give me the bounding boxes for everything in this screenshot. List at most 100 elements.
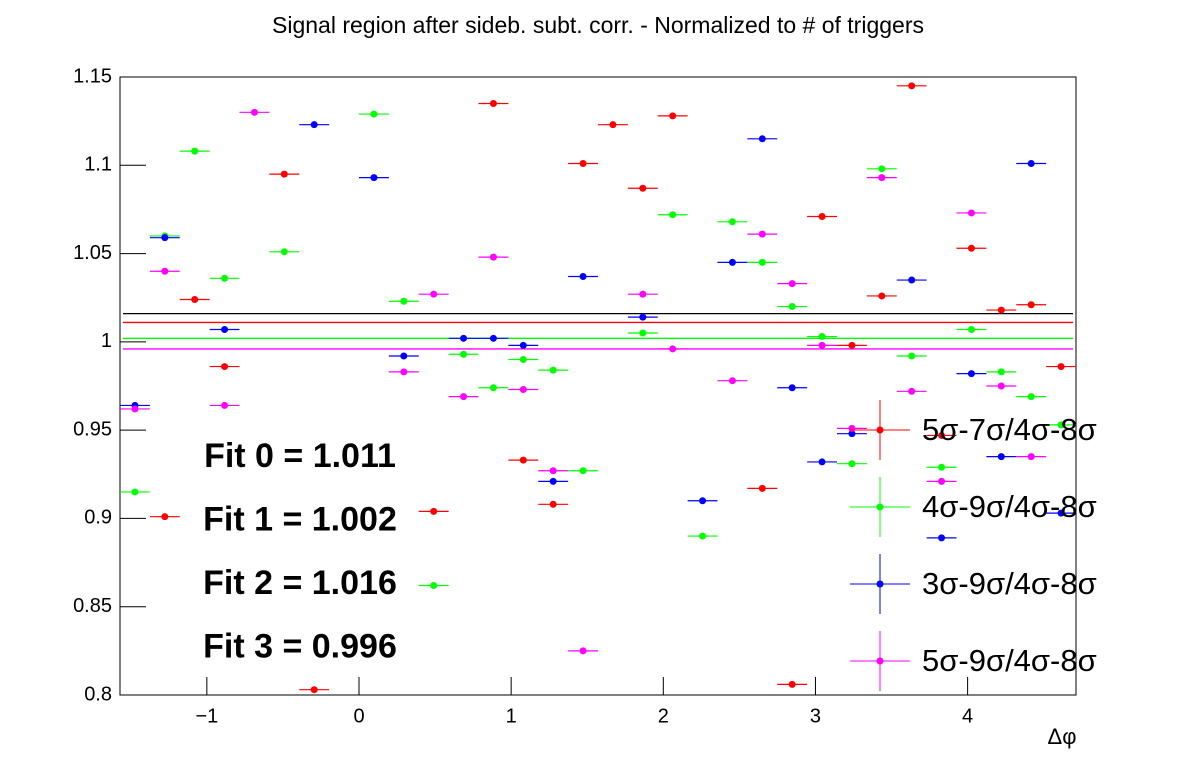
point	[967, 325, 975, 333]
point	[997, 306, 1005, 314]
legend-marker	[876, 580, 884, 588]
point	[818, 212, 826, 220]
point	[758, 135, 766, 143]
point	[1057, 421, 1065, 429]
point	[908, 276, 916, 284]
point	[639, 313, 647, 321]
point	[519, 356, 527, 364]
point	[400, 368, 408, 376]
point	[370, 174, 378, 182]
x-tick-label: −1	[195, 705, 218, 727]
point	[161, 513, 169, 521]
y-tick-label: 0.85	[73, 595, 112, 617]
point	[221, 363, 229, 371]
legend-marker	[876, 657, 884, 665]
point	[460, 393, 468, 401]
point	[1027, 160, 1035, 168]
point	[728, 258, 736, 266]
point	[549, 477, 557, 485]
x-tick-label: 2	[658, 705, 669, 727]
point	[250, 108, 258, 116]
point	[639, 290, 647, 298]
point	[489, 334, 497, 342]
point	[191, 147, 199, 155]
point	[938, 534, 946, 542]
point	[161, 234, 169, 242]
point	[878, 165, 886, 173]
point	[908, 352, 916, 360]
point	[460, 350, 468, 358]
point	[1057, 363, 1065, 371]
point	[131, 488, 139, 496]
point	[579, 647, 587, 655]
y-tick-label: 1.1	[84, 154, 112, 176]
point	[430, 582, 438, 590]
point	[758, 230, 766, 238]
point	[460, 334, 468, 342]
point	[908, 387, 916, 395]
point	[818, 341, 826, 349]
point	[699, 497, 707, 505]
point	[818, 458, 826, 466]
point	[788, 384, 796, 392]
point	[549, 366, 557, 374]
point	[310, 686, 318, 694]
y-tick-label: 0.95	[73, 418, 112, 440]
legend-label: 5σ-9σ/4σ-8σ	[922, 643, 1097, 678]
point	[310, 121, 318, 129]
fit-label: Fit 3 = 0.996	[203, 627, 397, 665]
point	[669, 345, 677, 353]
y-tick-label: 1.15	[73, 65, 112, 87]
point	[609, 121, 617, 129]
point	[1057, 509, 1065, 517]
point	[1027, 393, 1035, 401]
legend-label: 5σ-7σ/4σ-8σ	[922, 412, 1097, 447]
point	[938, 477, 946, 485]
point	[788, 303, 796, 311]
fit-label: Fit 0 = 1.011	[204, 437, 396, 475]
y-tick-label: 0.9	[84, 507, 112, 529]
x-tick-label: 0	[353, 705, 364, 727]
legend-label: 4σ-9σ/4σ-8σ	[922, 489, 1097, 524]
chart-title: Signal region after sideb. subt. corr. -…	[272, 12, 924, 38]
point	[519, 386, 527, 394]
point	[669, 112, 677, 120]
point	[639, 184, 647, 192]
point	[579, 273, 587, 281]
point	[878, 174, 886, 182]
x-tick-label: 3	[810, 705, 821, 727]
point	[549, 467, 557, 475]
y-tick-label: 0.8	[84, 683, 112, 705]
point	[967, 370, 975, 378]
point	[280, 170, 288, 178]
point	[788, 680, 796, 688]
point	[280, 248, 288, 256]
point	[430, 507, 438, 515]
fit-label: Fit 2 = 1.016	[203, 564, 397, 602]
y-tick-label: 1.05	[73, 242, 112, 264]
point	[758, 258, 766, 266]
fit-label: Fit 1 = 1.002	[203, 500, 397, 538]
point	[221, 274, 229, 282]
point	[579, 467, 587, 475]
point	[519, 341, 527, 349]
point	[669, 211, 677, 219]
point	[400, 297, 408, 305]
point	[997, 368, 1005, 376]
point	[848, 460, 856, 468]
point	[997, 453, 1005, 461]
point	[967, 244, 975, 252]
point	[848, 430, 856, 438]
point	[938, 431, 946, 439]
point	[161, 267, 169, 275]
point	[639, 329, 647, 337]
point	[489, 384, 497, 392]
legend-marker	[876, 426, 884, 434]
point	[519, 456, 527, 464]
y-tick-label: 1	[101, 330, 112, 352]
point	[191, 295, 199, 303]
point	[1027, 453, 1035, 461]
point	[758, 484, 766, 492]
point	[131, 405, 139, 413]
